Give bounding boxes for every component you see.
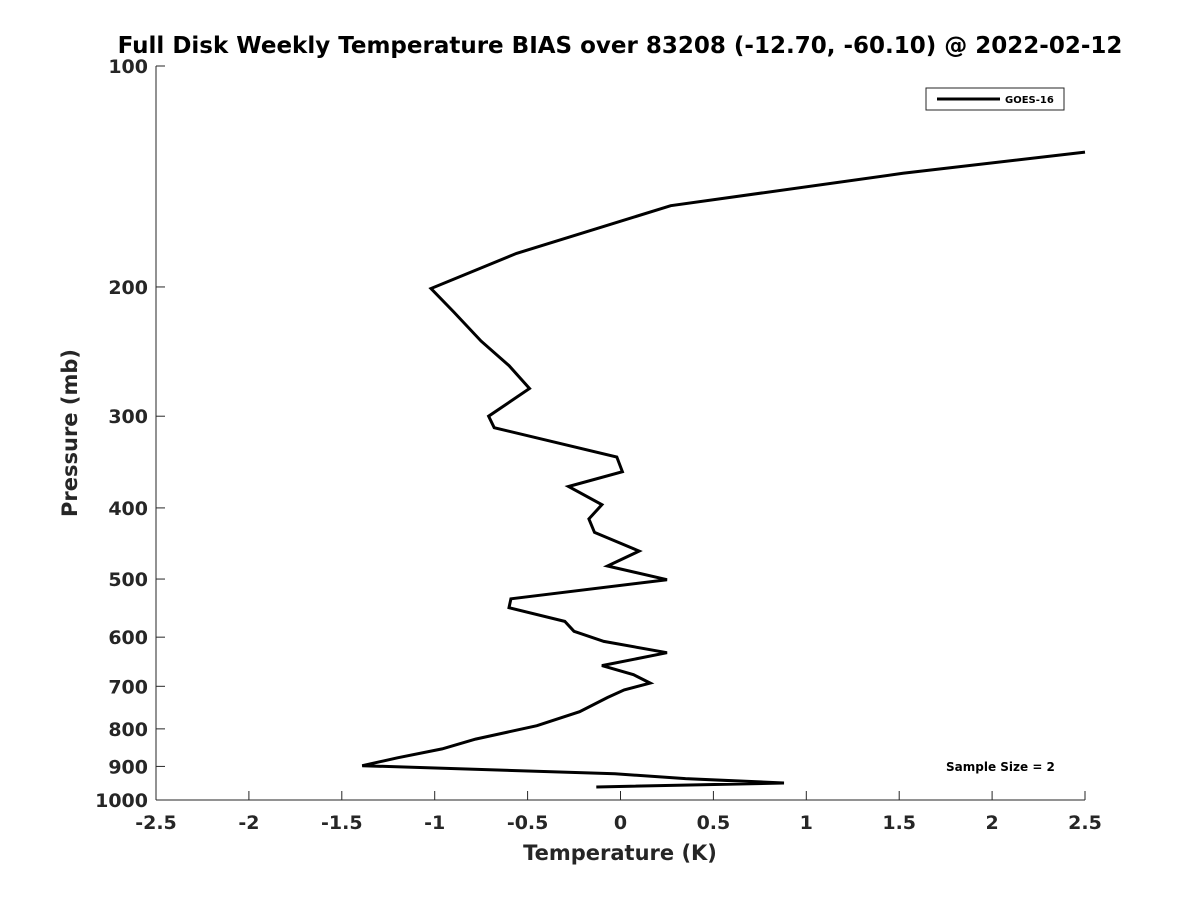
x-tick-label: 2 (985, 812, 998, 834)
x-tick-label: -1 (424, 812, 445, 834)
y-tick-label: 500 (108, 569, 148, 591)
legend: GOES-16 (925, 87, 1065, 111)
legend-entry-goes-16: GOES-16 (1005, 95, 1054, 106)
x-tick-label: -2 (238, 812, 259, 834)
y-tick-label: 600 (108, 627, 148, 649)
x-tick-label: -2.5 (135, 812, 177, 834)
x-tick-label: 0 (614, 812, 627, 834)
chart-title: Full Disk Weekly Temperature BIAS over 8… (118, 33, 1123, 59)
x-axis-label: Temperature (K) (523, 841, 717, 865)
y-tick-label: 100 (108, 56, 148, 78)
series-line-goes-16 (361, 150, 1086, 789)
x-tick-label: 1 (800, 812, 813, 834)
x-tick-label: -0.5 (507, 812, 549, 834)
series-layer (361, 150, 1086, 789)
y-tick-label: 900 (108, 756, 148, 778)
y-tick-label: 300 (108, 406, 148, 428)
x-tick-label: -1.5 (321, 812, 363, 834)
y-tick-label: 1000 (95, 790, 148, 812)
y-axis-ticks: 100 200 300 400 500 600 700 800 900 1000 (95, 56, 165, 812)
y-tick-label: 800 (108, 719, 148, 741)
x-tick-label: 0.5 (697, 812, 731, 834)
y-tick-label: 400 (108, 498, 148, 520)
y-axis-label: Pressure (mb) (58, 349, 82, 517)
y-tick-label: 200 (108, 277, 148, 299)
x-tick-label: 1.5 (882, 812, 916, 834)
sample-size-annotation: Sample Size = 2 (946, 760, 1055, 774)
x-tick-label: 2.5 (1068, 812, 1102, 834)
x-axis-ticks: -2.5 -2 -1.5 -1 -0.5 0 0.5 1 1.5 2 2.5 (135, 791, 1102, 834)
y-tick-label: 700 (108, 676, 148, 698)
